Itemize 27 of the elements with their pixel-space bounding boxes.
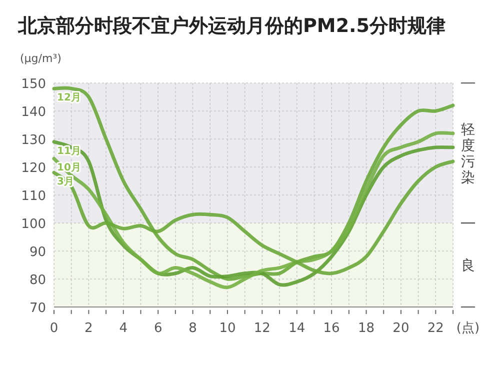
x-axis-title: (点)	[456, 321, 480, 336]
y-axis-title: (μg/m³)	[20, 52, 62, 65]
x-tick-label: 2	[84, 321, 93, 336]
y-tick-label: 110	[21, 189, 46, 204]
y-tick-label: 80	[29, 273, 46, 288]
x-tick-label: 4	[119, 321, 128, 336]
x-tick-label: 22	[427, 321, 444, 336]
chart-title: 北京部分时段不宜户外运动月份的PM2.5分时规律	[17, 15, 446, 37]
y-tick-label: 70	[29, 301, 46, 316]
y-tick-label: 150	[21, 77, 46, 92]
x-tick-label: 14	[288, 321, 306, 336]
band-label: 轻度污染	[461, 122, 475, 186]
x-tick-label: 6	[154, 321, 162, 336]
x-tick-label: 10	[219, 321, 236, 336]
x-tick-label: 16	[323, 321, 340, 336]
y-tick-label: 130	[21, 133, 46, 148]
x-tick-label: 18	[358, 321, 375, 336]
y-tick-label: 140	[21, 105, 46, 120]
band-label: 良	[461, 258, 475, 274]
y-tick-label: 100	[21, 217, 46, 232]
x-tick-label: 12	[254, 321, 270, 336]
x-tick-label: 20	[392, 321, 410, 336]
series-label: 12月	[57, 92, 81, 104]
x-tick-label: 0	[50, 321, 58, 336]
x-tick-label: 8	[188, 321, 197, 336]
y-tick-label: 90	[29, 245, 46, 260]
y-tick-label: 120	[21, 161, 46, 176]
